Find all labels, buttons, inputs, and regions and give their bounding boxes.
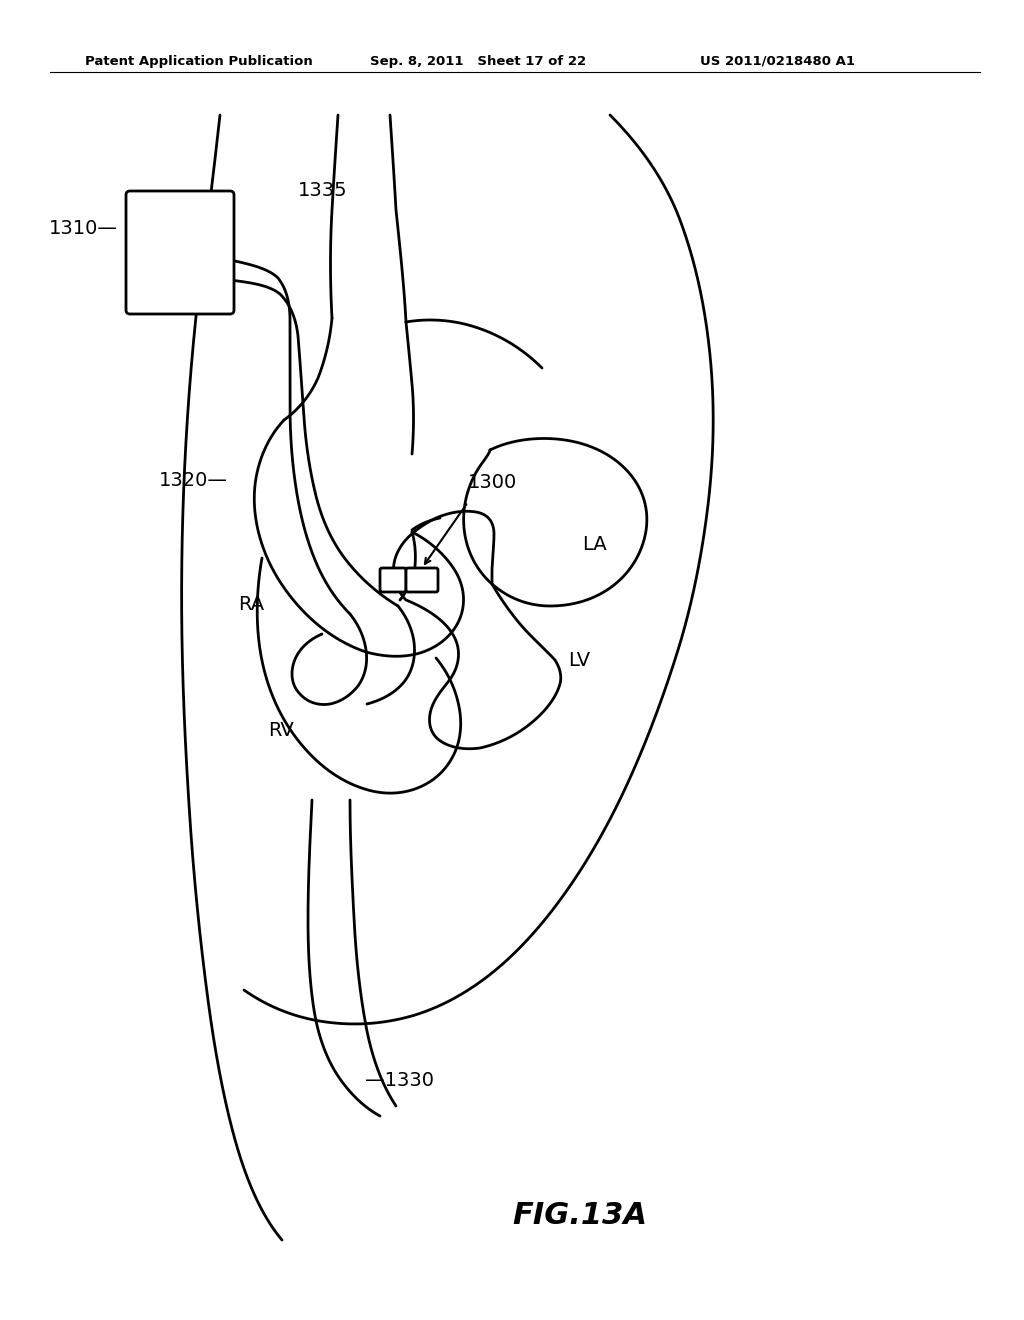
Text: LA: LA (582, 536, 607, 554)
FancyBboxPatch shape (406, 568, 438, 591)
Text: RV: RV (268, 721, 294, 739)
FancyBboxPatch shape (126, 191, 234, 314)
Text: Patent Application Publication: Patent Application Publication (85, 55, 312, 69)
Text: Sep. 8, 2011   Sheet 17 of 22: Sep. 8, 2011 Sheet 17 of 22 (370, 55, 586, 69)
Text: 1310—: 1310— (49, 219, 118, 238)
Text: 1320—: 1320— (159, 470, 228, 490)
Text: —1330: —1330 (365, 1071, 434, 1089)
Text: US 2011/0218480 A1: US 2011/0218480 A1 (700, 55, 855, 69)
FancyBboxPatch shape (380, 568, 406, 591)
Text: 1335: 1335 (298, 181, 347, 199)
Text: LV: LV (568, 651, 590, 669)
Text: 1300: 1300 (468, 473, 517, 491)
Text: RA: RA (238, 595, 264, 615)
Text: FIG.13A: FIG.13A (512, 1200, 647, 1229)
